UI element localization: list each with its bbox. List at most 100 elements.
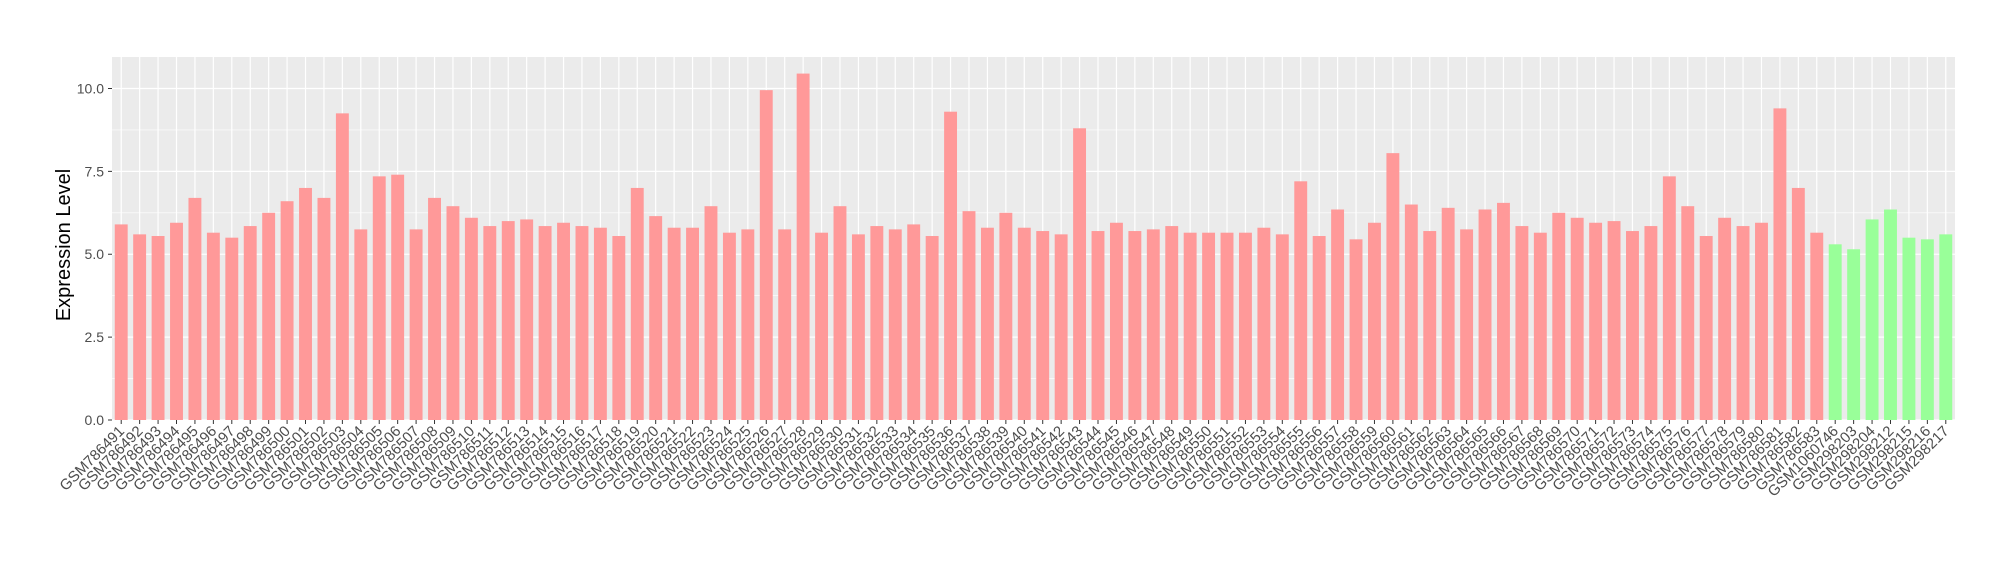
bar	[980, 227, 994, 420]
bar	[1460, 229, 1474, 420]
plot-panel	[112, 57, 1955, 420]
bar	[1386, 153, 1400, 420]
bar	[501, 221, 515, 420]
bar	[1920, 239, 1934, 420]
y-tick-label: 5.0	[85, 246, 105, 262]
bar	[1312, 236, 1326, 420]
bar	[1146, 229, 1160, 420]
bar	[1091, 231, 1105, 420]
bar	[114, 224, 128, 420]
bar	[815, 232, 829, 420]
bar	[833, 206, 847, 420]
bar	[1183, 232, 1197, 420]
bar	[1736, 226, 1750, 420]
bar	[1036, 231, 1050, 420]
bar	[520, 219, 534, 420]
bar	[1294, 181, 1308, 420]
bar	[299, 187, 312, 420]
bar	[612, 236, 626, 420]
bar	[1275, 234, 1289, 420]
bar	[1441, 207, 1455, 420]
bar	[428, 197, 441, 420]
bar	[704, 206, 718, 420]
bar	[1662, 176, 1676, 420]
bar	[1349, 239, 1363, 420]
bar	[1073, 128, 1087, 420]
bar	[391, 174, 405, 420]
bar	[667, 227, 681, 420]
bar	[206, 232, 220, 420]
y-axis-ticks: 0.0 2.5 5.0 7.5 10.0	[77, 80, 112, 428]
bar	[1017, 227, 1031, 420]
bar	[1054, 234, 1068, 420]
bar	[870, 226, 884, 420]
bar	[151, 236, 165, 420]
y-tick-label: 2.5	[85, 329, 105, 345]
bar	[1810, 232, 1824, 420]
bar	[630, 187, 644, 420]
bar	[243, 226, 257, 420]
bar	[317, 197, 331, 420]
bars	[114, 73, 1953, 421]
y-tick-label: 7.5	[85, 163, 105, 179]
bar	[1202, 232, 1216, 420]
bar	[262, 212, 276, 420]
y-tick-label: 10.0	[77, 80, 104, 96]
y-tick-label: 0.0	[85, 412, 105, 428]
bar	[944, 111, 958, 420]
y-axis-title: Expression Level	[53, 169, 75, 321]
bar	[225, 237, 239, 420]
bar	[1773, 108, 1787, 421]
bar	[538, 226, 552, 420]
bar	[778, 229, 792, 420]
bar	[1755, 222, 1768, 420]
bar	[1681, 206, 1695, 420]
bar	[170, 222, 183, 420]
bar	[1128, 231, 1142, 420]
bar	[1331, 209, 1345, 420]
bar	[1497, 202, 1510, 420]
bar	[1533, 232, 1547, 420]
bar	[907, 224, 921, 420]
bar	[557, 222, 570, 420]
bar	[1626, 231, 1639, 420]
x-axis-ticks: GSM786491GSM786492GSM786493GSM786494GSM7…	[56, 420, 1953, 500]
bar	[1515, 226, 1529, 420]
bar	[1847, 249, 1861, 420]
bar	[999, 212, 1013, 420]
bar	[1791, 187, 1805, 420]
bar	[483, 226, 497, 420]
bar	[335, 113, 349, 420]
bar	[1220, 232, 1234, 420]
bar	[759, 90, 773, 420]
bar	[593, 227, 607, 420]
bar	[133, 234, 147, 420]
bar	[1552, 212, 1566, 420]
bar	[649, 216, 663, 420]
bar	[962, 211, 976, 420]
bar	[722, 232, 736, 420]
bar	[1570, 217, 1584, 420]
bar	[888, 229, 902, 420]
bar	[1404, 204, 1418, 420]
bar	[686, 227, 699, 420]
bar	[851, 234, 865, 420]
bar	[1699, 236, 1713, 420]
bar	[1865, 219, 1879, 420]
bar	[1884, 209, 1897, 420]
bar	[354, 229, 368, 420]
bar	[409, 229, 423, 420]
bar	[796, 73, 810, 420]
bar	[446, 206, 460, 420]
bar	[1718, 217, 1732, 420]
bar	[1644, 226, 1658, 420]
bar	[575, 226, 589, 420]
bar	[372, 176, 386, 420]
bar	[1257, 227, 1271, 420]
bar	[1109, 222, 1123, 420]
bar	[741, 229, 755, 420]
bar	[464, 217, 478, 420]
bar	[1478, 209, 1492, 420]
